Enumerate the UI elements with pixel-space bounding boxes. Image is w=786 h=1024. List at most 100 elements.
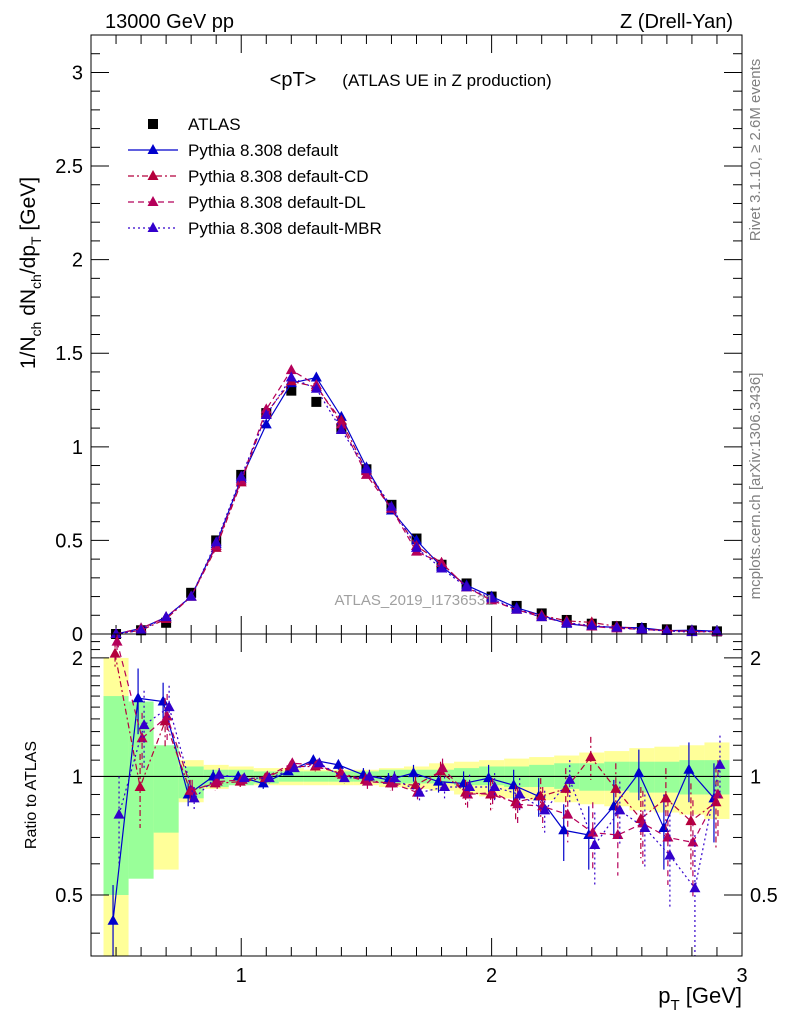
legend-label: Pythia 8.308 default	[188, 141, 339, 160]
legend-marker	[147, 196, 159, 206]
ratio-point	[213, 768, 225, 779]
main-point-mc	[436, 556, 448, 567]
legend-entry: Pythia 8.308 default-DL	[128, 193, 366, 212]
ratio-point	[662, 831, 674, 842]
main-point-mc	[411, 541, 422, 552]
ratio-point	[458, 777, 470, 788]
ratio-point	[163, 701, 175, 712]
ratio-point	[132, 692, 144, 703]
legend-label: ATLAS	[188, 115, 241, 134]
main-marks	[110, 364, 723, 639]
main-ytick-label: 1	[72, 437, 83, 459]
legend-label: Pythia 8.308 default-CD	[188, 167, 369, 186]
ratio-band-inner	[654, 761, 680, 793]
ratio-point	[433, 775, 445, 786]
ratio-point	[562, 808, 574, 819]
ratio-point	[512, 798, 524, 809]
ratio-point	[687, 836, 699, 847]
main-point-mc	[135, 624, 147, 635]
ratio-point	[361, 775, 373, 786]
ratio-point	[263, 772, 275, 783]
ratio-point	[238, 772, 250, 783]
ratio-point	[712, 788, 724, 799]
ratio-ytick-label-left: 0.5	[55, 885, 83, 907]
ratio-point	[414, 786, 425, 797]
main-point-mc	[235, 470, 247, 481]
main-point-mc	[511, 603, 523, 614]
ratio-ytick-label-right: 1	[750, 766, 761, 788]
ratio-point	[514, 788, 526, 799]
header-right: Z (Drell-Yan)	[620, 11, 733, 33]
ratio-point	[363, 770, 375, 781]
main-point-mc	[636, 623, 648, 634]
ratio-point	[134, 781, 146, 792]
main-panel: 0 0.5 1 1.5 2 2.5 3 <pT> (ATLAS UE in Z produc…	[17, 34, 743, 646]
main-ytick-label: 2.5	[55, 156, 83, 178]
ratio-point	[589, 838, 601, 849]
side-label-rivet: Rivet 3.1.10, ≥ 2.6M events	[747, 59, 764, 242]
ratio-point	[332, 758, 344, 769]
x-tick-label: 2	[486, 965, 497, 987]
ratio-point	[109, 647, 121, 658]
ratio-point	[257, 777, 269, 788]
ratio-panel: 0.5 0.5 1 1 2 2 1 2 3 Ratio to ATLAS	[23, 633, 778, 987]
main-ytick-label: 1.5	[55, 343, 83, 365]
ratio-point	[658, 821, 670, 832]
ratio-point	[136, 732, 148, 743]
ratio-point	[111, 635, 123, 646]
main-point-mc	[586, 619, 598, 630]
side-label-mcplots: mcplots.cern.ch [arXiv:1306.3436]	[747, 373, 764, 600]
ratio-point	[585, 751, 597, 762]
main-ytick-label: 0.5	[55, 530, 83, 552]
x-axis-label: pT [GeV]	[658, 983, 742, 1014]
legend-marker	[147, 170, 159, 180]
ratio-point	[633, 767, 645, 778]
main-point-mc	[335, 423, 347, 434]
main-point-mc	[260, 403, 272, 414]
main-point-mc	[260, 408, 272, 419]
main-point-mc	[310, 371, 322, 382]
ratio-point	[660, 792, 672, 803]
main-ytick-label: 3	[72, 62, 83, 84]
ratio-point	[157, 695, 169, 706]
ratio-point	[587, 826, 599, 837]
ratio-point	[683, 763, 695, 774]
ratio-point	[487, 786, 499, 797]
header-left: 13000 GeV pp	[105, 11, 234, 33]
main-title: <pT>	[270, 69, 317, 91]
legend-entry: Pythia 8.308 default-MBR	[128, 219, 382, 238]
legend-entry: ATLAS	[148, 115, 241, 134]
ratio-point	[539, 804, 551, 815]
ratio-point	[685, 815, 697, 826]
ratio-point	[689, 882, 701, 893]
legend-marker	[148, 119, 158, 129]
main-point-mc	[210, 536, 222, 547]
ratio-point	[639, 821, 651, 832]
ratio-point	[408, 767, 419, 778]
main-ylabel: 1/Nch dNch/dpT [GeV]	[17, 177, 44, 369]
legend-label: Pythia 8.308 default-DL	[188, 193, 366, 212]
ratio-bands	[103, 657, 730, 956]
ratio-point	[211, 775, 223, 786]
ratio-band-inner	[629, 761, 655, 793]
ratio-point	[439, 781, 451, 792]
ratio-point	[560, 782, 572, 793]
ratio-point	[138, 719, 150, 730]
main-subtitle: (ATLAS UE in Z production)	[342, 71, 551, 90]
ratio-point	[462, 788, 474, 799]
ratio-point	[186, 784, 198, 795]
main-ytick-label: 0	[72, 624, 83, 646]
x-tick-label: 1	[236, 965, 247, 987]
main-point-mc	[185, 590, 197, 601]
main-point-atlas	[286, 385, 297, 396]
ratio-point	[464, 781, 476, 792]
x-tick-label: 3	[736, 965, 747, 987]
ratio-ytick-label-left: 1	[72, 766, 83, 788]
main-point-atlas	[311, 396, 322, 407]
ratio-point	[288, 762, 300, 773]
main-point-mc	[611, 621, 623, 632]
main-point-mc	[360, 468, 372, 479]
main-point-mc	[561, 616, 573, 627]
ratio-frame	[90, 633, 743, 957]
legend-marker	[147, 144, 159, 154]
